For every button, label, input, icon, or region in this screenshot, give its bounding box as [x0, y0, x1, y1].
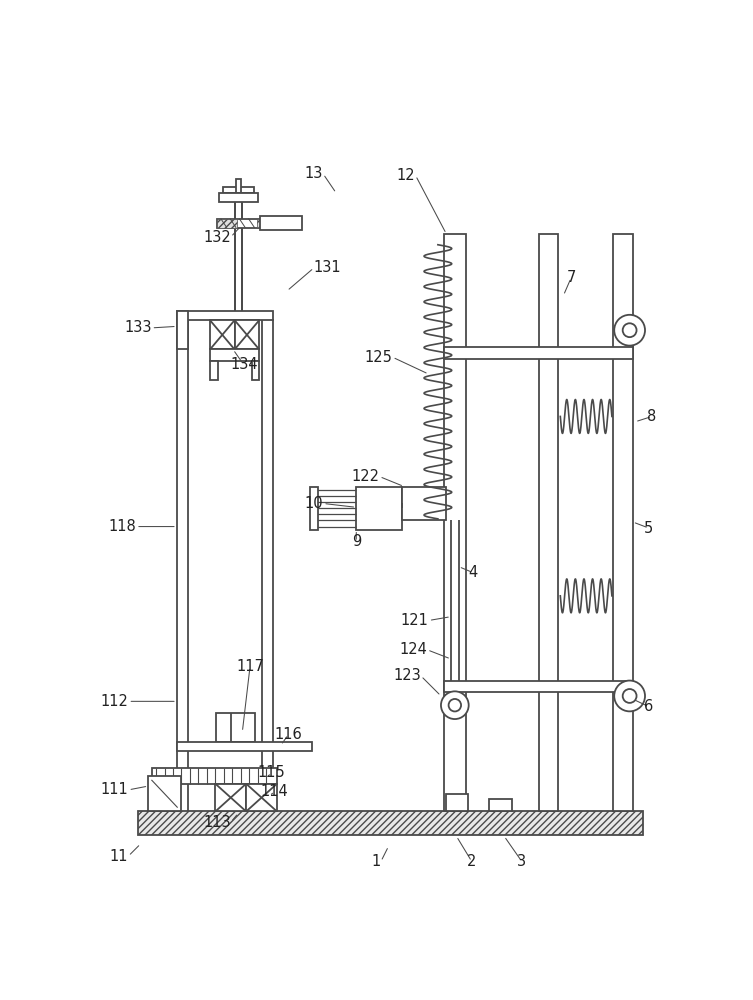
Text: 13: 13 — [305, 166, 323, 181]
Text: 7: 7 — [566, 270, 576, 285]
Bar — [177, 742, 312, 751]
Text: 9: 9 — [352, 534, 361, 549]
Bar — [217, 219, 260, 228]
Text: 1: 1 — [372, 854, 381, 869]
Bar — [177, 311, 273, 320]
Text: 12: 12 — [397, 168, 416, 183]
Bar — [219, 193, 258, 202]
Bar — [260, 216, 303, 230]
Bar — [614, 234, 633, 811]
Text: 4: 4 — [468, 565, 478, 580]
Bar — [152, 768, 277, 784]
Bar — [402, 487, 447, 520]
Bar — [310, 487, 318, 530]
Bar — [217, 219, 237, 228]
Text: 112: 112 — [100, 694, 128, 709]
Text: 3: 3 — [517, 854, 526, 869]
Bar — [215, 784, 246, 811]
Text: 131: 131 — [314, 260, 342, 275]
Text: 122: 122 — [352, 469, 380, 484]
Text: 125: 125 — [364, 350, 392, 365]
Bar — [223, 187, 254, 193]
Bar — [235, 320, 259, 349]
Text: 5: 5 — [645, 521, 654, 536]
Bar — [235, 193, 242, 319]
Text: 2: 2 — [467, 854, 477, 869]
Text: 113: 113 — [203, 815, 230, 830]
Bar — [246, 784, 277, 811]
Text: 11: 11 — [110, 849, 128, 864]
Circle shape — [441, 691, 468, 719]
Bar — [236, 179, 241, 193]
Bar — [148, 776, 181, 811]
Text: 10: 10 — [304, 496, 323, 511]
Text: 116: 116 — [275, 727, 303, 742]
Text: 8: 8 — [648, 409, 657, 424]
Bar — [210, 361, 218, 380]
Text: 114: 114 — [261, 784, 288, 799]
Text: 111: 111 — [101, 782, 128, 797]
Text: 133: 133 — [124, 320, 151, 335]
Text: 132: 132 — [203, 230, 230, 245]
Bar — [257, 219, 260, 228]
Bar — [210, 349, 259, 361]
Bar — [489, 799, 512, 811]
Bar — [216, 713, 255, 742]
Bar — [177, 311, 188, 349]
Text: 123: 123 — [393, 668, 421, 683]
Bar — [447, 794, 468, 811]
Bar — [444, 347, 633, 359]
Text: 134: 134 — [230, 357, 258, 372]
Circle shape — [623, 323, 636, 337]
Circle shape — [614, 315, 645, 346]
Bar — [139, 811, 643, 835]
Text: 124: 124 — [399, 642, 427, 657]
Circle shape — [623, 689, 636, 703]
Bar — [444, 234, 465, 811]
Text: 118: 118 — [108, 519, 136, 534]
Bar — [356, 487, 402, 530]
Text: 115: 115 — [258, 765, 285, 780]
Bar — [252, 361, 259, 380]
Bar — [538, 234, 558, 811]
Circle shape — [614, 681, 645, 711]
Bar — [210, 320, 235, 349]
Bar — [444, 681, 633, 692]
Text: 6: 6 — [645, 699, 654, 714]
Circle shape — [449, 699, 461, 711]
Text: 117: 117 — [236, 659, 264, 674]
Text: 121: 121 — [401, 613, 428, 628]
